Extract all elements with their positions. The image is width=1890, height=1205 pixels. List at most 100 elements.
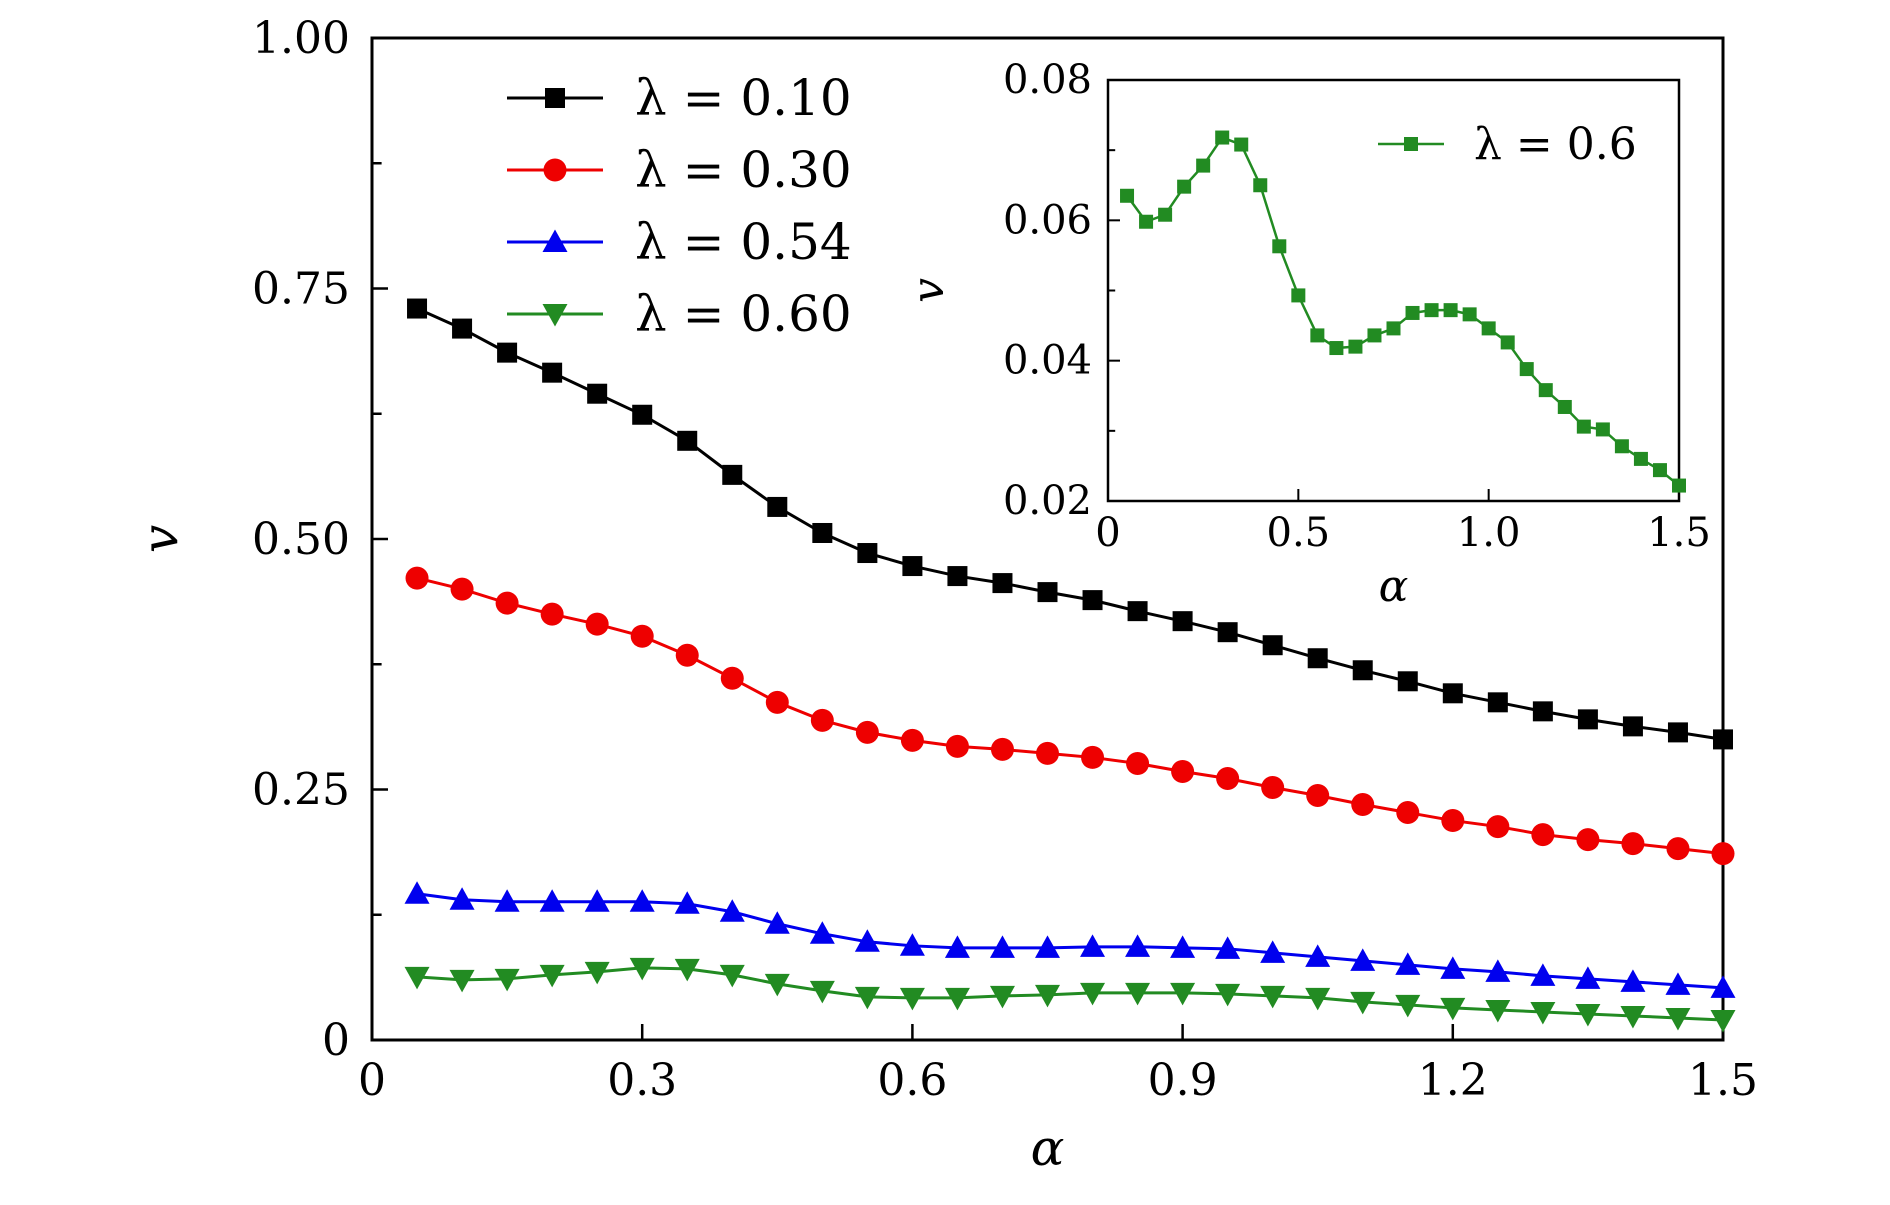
data-point	[1575, 1003, 1601, 1027]
inset-data-point	[1310, 328, 1325, 343]
data-point	[899, 987, 925, 1011]
y-tick-label: 0.50	[252, 514, 350, 565]
data-point	[585, 612, 609, 636]
data-point	[1171, 759, 1195, 783]
inset-y-tick-label: 0.02	[1003, 478, 1092, 524]
inset-data-point	[1272, 239, 1287, 254]
inset-data-point	[1652, 463, 1667, 478]
inset-data-point	[1481, 321, 1496, 336]
data-point	[1485, 999, 1511, 1023]
data-point	[1665, 1007, 1691, 1031]
legend: λ = 0.10 λ = 0.30 λ = 0.54 λ = 0.60	[507, 69, 852, 343]
data-point	[764, 911, 790, 934]
data-point	[1487, 692, 1508, 713]
data-point	[1531, 823, 1555, 847]
data-point	[764, 973, 790, 997]
inset-data-point	[1139, 214, 1154, 229]
data-point	[1667, 722, 1688, 743]
data-point	[854, 986, 880, 1010]
data-point	[809, 980, 835, 1004]
inset-x-axis-title: α	[1379, 561, 1409, 612]
data-point	[1307, 648, 1328, 669]
data-point	[1125, 934, 1151, 957]
inset-data-point	[1557, 399, 1572, 414]
inset-y-tick-label: 0.08	[1003, 57, 1092, 103]
data-point	[1170, 935, 1196, 958]
legend-label: λ = 0.30	[635, 141, 852, 199]
data-point	[630, 624, 654, 648]
inset-data-point	[1158, 207, 1173, 222]
data-point	[1395, 994, 1421, 1018]
data-point	[1260, 940, 1286, 963]
inset-x-tick-label: 0	[1095, 510, 1120, 556]
data-point	[990, 737, 1014, 761]
data-point	[632, 404, 653, 425]
inset-x-tick-label: 1.0	[1457, 510, 1521, 556]
inset-legend-label: λ = 0.6	[1474, 119, 1637, 170]
data-point	[1350, 948, 1376, 971]
data-point	[1575, 966, 1601, 989]
inset-data-point	[1120, 188, 1135, 203]
data-point	[765, 690, 789, 714]
x-tick-label: 1.2	[1418, 1055, 1488, 1106]
inset-data-point	[1177, 179, 1192, 194]
x-axis-title: α	[1031, 1119, 1065, 1177]
data-point	[720, 666, 744, 690]
inset-data-point	[1500, 335, 1515, 350]
x-tick-label: 0	[358, 1055, 386, 1106]
data-point	[1440, 997, 1466, 1021]
data-point	[1305, 987, 1331, 1011]
data-point	[947, 566, 968, 587]
data-point	[542, 362, 563, 383]
data-point	[1215, 936, 1241, 959]
data-point	[719, 964, 745, 988]
inset-legend-marker	[1404, 137, 1418, 151]
data-point	[1215, 983, 1241, 1007]
data-point	[407, 298, 428, 319]
data-point	[450, 577, 474, 601]
data-point	[1260, 985, 1286, 1009]
y-tick-label: 0	[322, 1015, 350, 1066]
data-point	[494, 968, 520, 992]
inset-x-tick-label: 0.5	[1267, 510, 1331, 556]
x-tick-label: 0.3	[607, 1055, 677, 1106]
data-point	[539, 964, 565, 988]
data-point	[1396, 801, 1420, 825]
data-point	[1036, 741, 1059, 765]
data-point	[1440, 956, 1466, 979]
data-point	[405, 566, 429, 590]
data-point	[1532, 701, 1553, 722]
data-point	[1711, 842, 1735, 866]
inset-data-point	[1196, 158, 1211, 173]
inset-data-point	[1386, 321, 1401, 336]
inset-data-point	[1462, 307, 1477, 322]
data-point	[989, 985, 1015, 1009]
x-tick-label: 0.6	[877, 1055, 947, 1106]
inset-plot: 0 0.5 1.0 1.5 0.02 0.04 0.06 0.08 α v λ = 0.6	[903, 57, 1711, 612]
inset-x-tick-label: 1.5	[1647, 510, 1711, 556]
data-point	[1081, 745, 1105, 769]
data-point	[1035, 984, 1060, 1008]
data-point	[1713, 729, 1733, 750]
legend-marker	[545, 88, 565, 108]
data-point	[675, 643, 699, 667]
inset-data-point	[1253, 178, 1268, 193]
data-point	[497, 342, 518, 363]
inset-data-point	[1576, 419, 1591, 434]
inset-data-point	[1595, 422, 1610, 437]
x-tick-label: 1.5	[1688, 1055, 1758, 1106]
data-point	[812, 522, 833, 543]
inset-data-point	[1215, 130, 1230, 145]
data-point	[900, 728, 924, 752]
data-point	[1530, 1001, 1556, 1025]
data-point	[449, 887, 475, 910]
inset-data-point	[1234, 137, 1249, 152]
y-tick-label: 0.25	[252, 765, 350, 816]
data-point	[1620, 1005, 1646, 1029]
data-point	[855, 720, 879, 744]
data-point	[1530, 963, 1556, 986]
data-point	[1035, 935, 1060, 958]
data-point	[1577, 709, 1598, 730]
data-point	[1397, 671, 1418, 692]
